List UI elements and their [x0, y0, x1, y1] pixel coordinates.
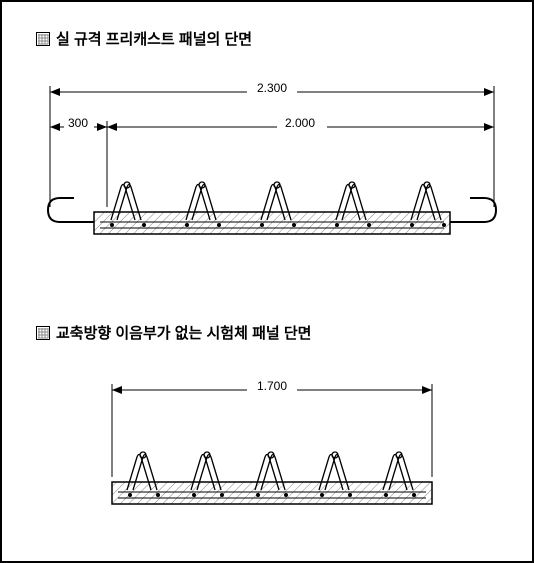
dim-hook-text: 300: [68, 116, 88, 130]
left-hook: [48, 198, 94, 222]
diagram1: 2.300 300 2.000: [32, 72, 512, 252]
dim-width2-text: 1.700: [257, 379, 287, 393]
section1-title-text: 실 규격 프리캐스트 패널의 단면: [56, 28, 252, 49]
section1-title-row: 실 규격 프리캐스트 패널의 단면: [36, 28, 252, 49]
diagram2: 1.700: [92, 362, 452, 522]
slab1: [94, 212, 450, 234]
bullet-icon: [36, 326, 50, 340]
section2-title-text: 교축방향 이음부가 없는 시험체 패널 단면: [56, 322, 311, 343]
dim-overall-text: 2.300: [257, 81, 287, 95]
bullet-icon: [36, 32, 50, 46]
dim-hook: 300: [50, 115, 107, 207]
page-frame: 실 규격 프리캐스트 패널의 단면 2.300 300: [0, 0, 534, 563]
dim-slab: 2.000: [107, 115, 494, 131]
section2-title-row: 교축방향 이음부가 없는 시험체 패널 단면: [36, 322, 311, 343]
dim-slab-text: 2.000: [285, 116, 315, 130]
dim-width2: 1.700: [112, 378, 432, 477]
right-hook: [450, 198, 496, 222]
